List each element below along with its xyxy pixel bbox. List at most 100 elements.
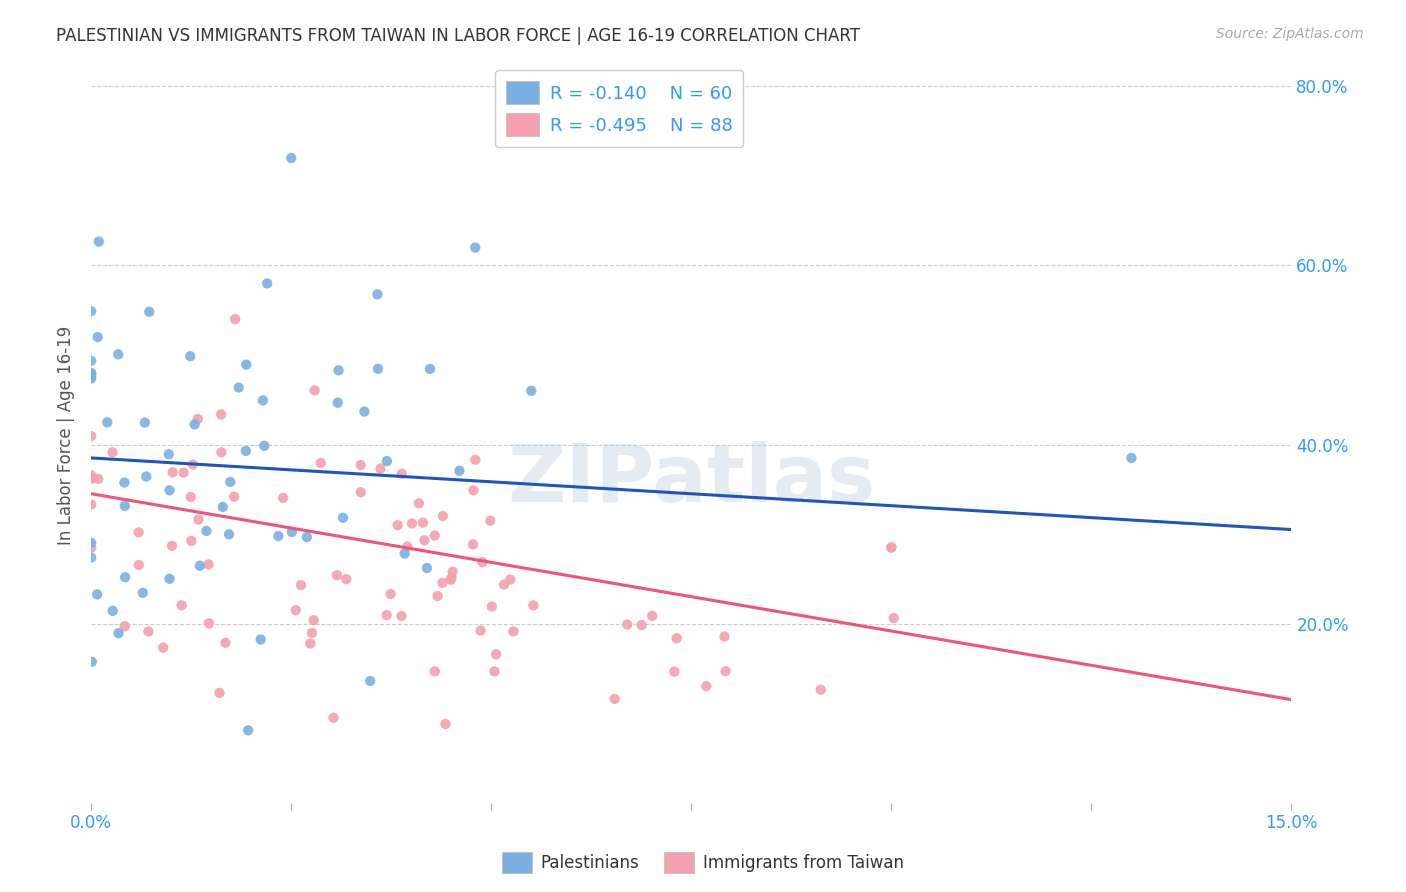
Point	[80, 366, 103, 380]
Point	[252, 393, 274, 408]
Point	[322, 711, 344, 725]
Point	[326, 395, 349, 409]
Point	[80, 541, 103, 555]
Point	[80, 468, 103, 483]
Point	[412, 516, 434, 530]
Point	[80, 536, 103, 550]
Point	[188, 558, 211, 573]
Point	[107, 626, 129, 640]
Point	[695, 679, 717, 693]
Point	[114, 619, 136, 633]
Point	[309, 456, 332, 470]
Point	[162, 465, 184, 479]
Point	[396, 540, 419, 554]
Point	[304, 384, 326, 398]
Point	[114, 499, 136, 513]
Point	[880, 541, 903, 555]
Point	[375, 608, 398, 623]
Point	[375, 454, 398, 468]
Point	[267, 529, 290, 543]
Point	[138, 305, 160, 319]
Point	[485, 647, 508, 661]
Point	[1121, 450, 1143, 465]
Point	[299, 636, 322, 650]
Point	[152, 640, 174, 655]
Point	[522, 599, 544, 613]
Point	[332, 510, 354, 524]
Point	[80, 304, 103, 318]
Point	[134, 416, 156, 430]
Point	[810, 682, 832, 697]
Point	[219, 475, 242, 489]
Point	[281, 524, 304, 539]
Point	[616, 617, 638, 632]
Point	[502, 624, 524, 639]
Point	[159, 572, 181, 586]
Point	[440, 571, 463, 585]
Point	[271, 491, 294, 505]
Point	[138, 624, 160, 639]
Point	[224, 312, 246, 326]
Point	[432, 575, 454, 590]
Point	[408, 496, 430, 510]
Point	[883, 611, 905, 625]
Point	[180, 533, 202, 548]
Point	[128, 558, 150, 572]
Point	[394, 547, 416, 561]
Point	[160, 539, 183, 553]
Point	[235, 358, 257, 372]
Point	[366, 287, 388, 301]
Point	[249, 632, 271, 647]
Point	[198, 616, 221, 631]
Point	[440, 573, 463, 587]
Point	[290, 578, 312, 592]
Point	[80, 353, 103, 368]
Point	[211, 500, 233, 514]
Point	[187, 512, 209, 526]
Point	[335, 572, 357, 586]
Point	[256, 277, 278, 291]
Point	[80, 367, 103, 381]
Point	[391, 609, 413, 624]
Point	[157, 447, 180, 461]
Point	[128, 525, 150, 540]
Point	[218, 527, 240, 541]
Point	[463, 483, 485, 498]
Point	[195, 524, 218, 538]
Point	[80, 498, 103, 512]
Point	[209, 408, 232, 422]
Point	[464, 453, 486, 467]
Point	[114, 570, 136, 584]
Point	[432, 509, 454, 524]
Point	[209, 445, 232, 459]
Point	[228, 380, 250, 394]
Point	[107, 347, 129, 361]
Point	[359, 673, 381, 688]
Point	[135, 469, 157, 483]
Point	[328, 363, 350, 377]
Point	[280, 151, 302, 165]
Point	[434, 717, 457, 731]
Point	[87, 472, 110, 486]
Text: PALESTINIAN VS IMMIGRANTS FROM TAIWAN IN LABOR FORCE | AGE 16-19 CORRELATION CHA: PALESTINIAN VS IMMIGRANTS FROM TAIWAN IN…	[56, 27, 860, 45]
Point	[603, 691, 626, 706]
Point	[173, 466, 195, 480]
Point	[80, 429, 103, 443]
Point	[423, 528, 446, 542]
Point	[86, 587, 108, 601]
Point	[484, 665, 506, 679]
Point	[170, 599, 193, 613]
Point	[183, 417, 205, 432]
Point	[353, 404, 375, 418]
Point	[80, 655, 103, 669]
Point	[80, 472, 103, 486]
Point	[187, 412, 209, 426]
Point	[380, 587, 402, 601]
Point	[494, 577, 516, 591]
Point	[499, 573, 522, 587]
Point	[301, 626, 323, 640]
Point	[284, 603, 307, 617]
Point	[416, 561, 439, 575]
Point	[101, 604, 124, 618]
Point	[181, 458, 204, 472]
